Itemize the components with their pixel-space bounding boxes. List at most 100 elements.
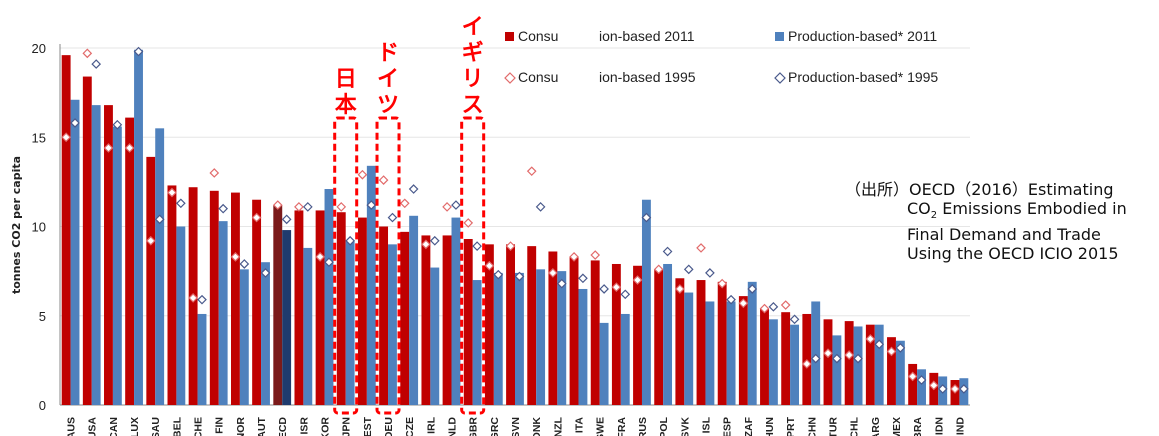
bar-consumption-2011 xyxy=(209,190,219,405)
x-tick-label: GRC xyxy=(489,417,501,436)
x-tick-label: MEX xyxy=(891,417,903,436)
marker-production-1995 xyxy=(154,214,165,225)
marker-production-1995 xyxy=(768,301,779,312)
x-tick-label: CZE xyxy=(404,417,416,436)
x-tick-label: ISL xyxy=(700,416,712,433)
bar-consumption-2011 xyxy=(273,205,283,405)
x-tick-label: ITA xyxy=(573,417,585,434)
marker-consumption-1995 xyxy=(844,350,855,360)
x-tick-label: ESP xyxy=(722,417,734,436)
marker-production-1995 xyxy=(493,269,504,280)
marker-consumption-1995 xyxy=(548,268,558,278)
source-note: （出所）OECD（2016）Estimating CO2 Emissions E… xyxy=(845,180,1127,263)
annotation-char: イ xyxy=(377,67,399,92)
x-tick-label: FRA xyxy=(616,417,628,436)
x-tick-label: HUN xyxy=(764,417,776,436)
legend-swatch xyxy=(505,32,514,41)
bar-consumption-2011 xyxy=(887,337,896,405)
marker-consumption-1995 xyxy=(145,235,156,246)
bar-production-2011 xyxy=(430,267,440,405)
marker-production-1995 xyxy=(959,384,969,394)
bar-production-2011 xyxy=(134,49,143,405)
x-tick-label: IDN xyxy=(933,417,945,435)
marker-consumption-1995 xyxy=(209,168,220,178)
marker-consumption-1995 xyxy=(251,212,262,223)
marker-production-1995 xyxy=(726,294,736,305)
bar-consumption-2011 xyxy=(590,260,600,405)
marker-consumption-1995 xyxy=(526,166,537,177)
legend-label: Consu xyxy=(518,69,558,85)
x-tick-label: PRT xyxy=(785,416,797,436)
x-tick-label: BRA xyxy=(912,417,924,436)
marker-consumption-1995 xyxy=(590,250,601,260)
x-tick-label: SVN xyxy=(510,417,522,436)
marker-consumption-1995 xyxy=(738,298,749,309)
marker-consumption-1995 xyxy=(696,243,706,253)
marker-consumption-1995 xyxy=(717,278,728,289)
bar-consumption-2011 xyxy=(315,210,325,405)
bar-production-2011 xyxy=(790,324,800,405)
marker-production-1995 xyxy=(535,202,546,212)
marker-consumption-1995 xyxy=(82,48,93,59)
marker-production-1995 xyxy=(133,46,144,57)
bar-consumption-2011 xyxy=(230,192,240,405)
marker-production-1995 xyxy=(472,241,482,251)
bar-production-2011 xyxy=(832,335,842,405)
bar-production-2011 xyxy=(599,322,609,405)
bar-consumption-2011 xyxy=(146,156,156,405)
marker-production-1995 xyxy=(239,259,250,269)
y-tick-label: 15 xyxy=(32,130,46,145)
x-tick-label: GBR xyxy=(468,417,480,436)
bar-consumption-2011 xyxy=(781,312,791,405)
bar-consumption-2011 xyxy=(569,256,579,405)
marker-consumption-1995 xyxy=(928,380,939,391)
marker-production-1995 xyxy=(175,198,186,209)
x-tick-label: EST xyxy=(362,416,374,436)
x-tick-label: USA xyxy=(87,417,99,436)
bar-production-2011 xyxy=(726,301,736,405)
annotation-char: ツ xyxy=(377,93,399,118)
annotation-char: リ xyxy=(462,67,484,92)
y-tick-label: 5 xyxy=(39,309,46,324)
bar-consumption-2011 xyxy=(125,117,135,406)
bar-consumption-2011 xyxy=(294,210,304,405)
bar-consumption-2011 xyxy=(908,363,918,405)
legend-label: Production-based* 1995 xyxy=(788,69,938,85)
bar-production-2011 xyxy=(345,240,355,405)
bar-production-2011 xyxy=(112,126,122,405)
marker-production-1995 xyxy=(514,271,525,282)
bar-production-2011 xyxy=(303,247,313,405)
y-tick-label: 20 xyxy=(32,41,46,56)
marker-consumption-1995 xyxy=(463,218,474,228)
highlight-box xyxy=(333,116,359,415)
x-tick-label: NZL xyxy=(552,416,564,436)
x-tick-label: JPN xyxy=(341,417,353,436)
marker-consumption-1995 xyxy=(421,239,431,250)
bar-production-2011 xyxy=(684,292,694,405)
bar-consumption-2011 xyxy=(357,217,367,405)
x-tick-label: RUS xyxy=(637,417,649,436)
marker-consumption-1995 xyxy=(484,260,495,271)
x-tick-label: IRL xyxy=(425,416,437,434)
x-tick-label: IND xyxy=(954,417,966,436)
bar-consumption-2011 xyxy=(633,265,642,405)
x-tick-label: OECD xyxy=(277,417,289,436)
marker-consumption-1995 xyxy=(336,202,347,212)
y-tick-label: 0 xyxy=(39,398,46,413)
bar-consumption-2011 xyxy=(506,244,515,405)
marker-consumption-1995 xyxy=(886,346,897,357)
marker-consumption-1995 xyxy=(950,384,960,394)
x-tick-label: LUX xyxy=(129,417,141,436)
y-axis-label: tonnes CO2 per capita xyxy=(10,156,23,294)
marker-consumption-1995 xyxy=(632,275,643,285)
annotation-char: 本 xyxy=(335,93,357,118)
marker-production-1995 xyxy=(91,59,102,69)
markers xyxy=(61,46,969,394)
y-tick-labels: 0 5 10 15 20 xyxy=(32,41,46,413)
x-tick-label: KOR xyxy=(320,417,332,436)
marker-production-1995 xyxy=(429,235,440,246)
marker-production-1995 xyxy=(895,343,906,353)
bar-consumption-2011 xyxy=(760,308,769,405)
bar-consumption-2011 xyxy=(675,278,685,405)
